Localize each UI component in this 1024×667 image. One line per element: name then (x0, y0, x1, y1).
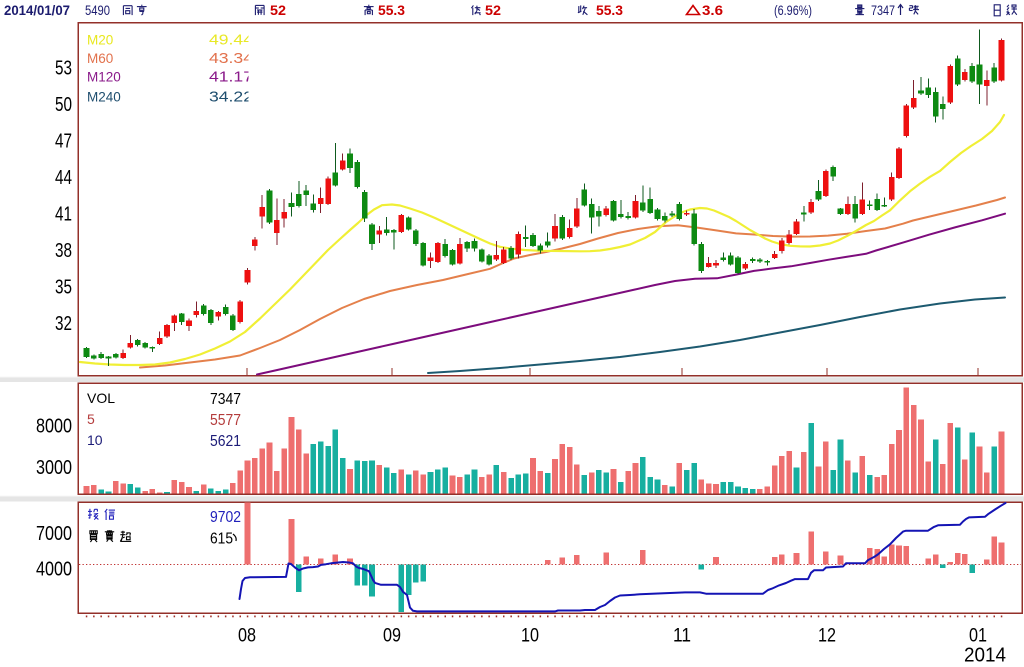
svg-text:5621: 5621 (210, 433, 241, 450)
svg-text:VOL: VOL (87, 390, 115, 406)
svg-text:5: 5 (87, 411, 95, 427)
svg-text:615: 615 (210, 531, 233, 548)
svg-text:32: 32 (55, 313, 72, 335)
svg-text:10: 10 (87, 432, 103, 448)
svg-text:09: 09 (383, 626, 401, 647)
svg-text:53: 53 (55, 58, 72, 80)
svg-text:7347: 7347 (210, 391, 241, 408)
svg-text:3000: 3000 (36, 457, 72, 479)
svg-text:44: 44 (55, 167, 72, 189)
svg-text:55.3: 55.3 (378, 2, 405, 18)
svg-text:50: 50 (55, 94, 72, 116)
svg-text:55.3: 55.3 (596, 2, 623, 18)
svg-text:12: 12 (818, 626, 836, 647)
svg-text:M60: M60 (87, 51, 113, 66)
svg-text:35: 35 (55, 277, 72, 299)
svg-text:2014/01/07: 2014/01/07 (4, 2, 70, 18)
svg-text:38: 38 (55, 240, 72, 262)
svg-text:52: 52 (270, 2, 286, 18)
svg-text:7347: 7347 (871, 2, 895, 18)
svg-text:5490: 5490 (85, 2, 110, 18)
svg-text:41.17: 41.17 (209, 69, 253, 86)
svg-text:4000: 4000 (36, 558, 72, 580)
svg-text:11: 11 (673, 626, 691, 647)
svg-text:M240: M240 (87, 90, 121, 105)
svg-text:10: 10 (521, 626, 539, 647)
svg-text:M120: M120 (87, 70, 121, 85)
svg-text:5577: 5577 (210, 412, 241, 429)
svg-text:34.22: 34.22 (209, 89, 253, 106)
svg-text:01: 01 (969, 626, 987, 647)
svg-text:(6.96%): (6.96%) (774, 3, 812, 18)
svg-text:41: 41 (55, 204, 72, 226)
svg-text:9702: 9702 (210, 509, 241, 526)
svg-text:8000: 8000 (36, 416, 72, 438)
svg-text:52: 52 (485, 2, 501, 18)
svg-text:2014: 2014 (964, 645, 1006, 663)
svg-text:3.6: 3.6 (702, 2, 723, 18)
svg-text:M20: M20 (87, 33, 113, 48)
svg-text:43.34: 43.34 (209, 50, 253, 67)
svg-text:7000: 7000 (36, 523, 72, 545)
svg-text:47: 47 (55, 131, 72, 153)
svg-text:08: 08 (238, 626, 256, 647)
svg-text:49.44: 49.44 (209, 32, 253, 49)
